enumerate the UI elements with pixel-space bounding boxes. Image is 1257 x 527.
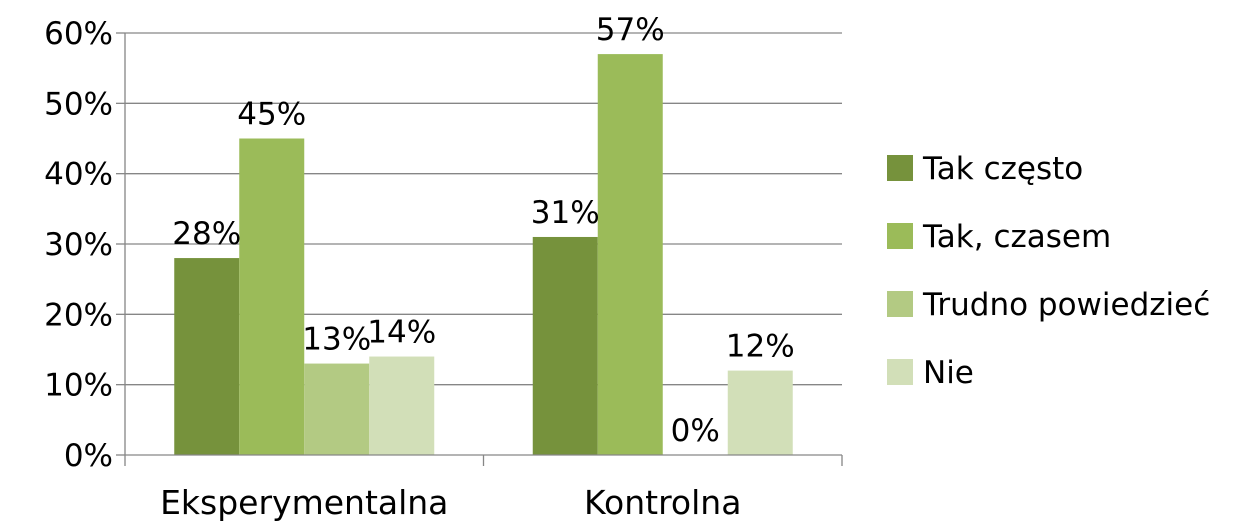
- y-tick-label: 50%: [44, 86, 113, 122]
- axes: 0% 10% 20% 30% 40% 50% 60% Eksperymentalna Kontr…: [44, 16, 843, 522]
- data-label: 57%: [596, 12, 665, 48]
- y-tick-label: 20%: [44, 297, 113, 333]
- legend-swatch: [887, 359, 913, 385]
- bar: [597, 54, 663, 455]
- bar: [532, 236, 598, 455]
- data-label: 14%: [367, 315, 436, 351]
- y-tick-label: 0%: [64, 438, 113, 474]
- x-tick-label: Eksperymentalna: [160, 483, 448, 522]
- bar: [727, 370, 793, 455]
- y-tick-label: 10%: [44, 368, 113, 404]
- data-label: 0%: [671, 413, 720, 449]
- data-label: 31%: [531, 195, 600, 231]
- legend-label: Tak często: [922, 151, 1083, 187]
- legend-swatch: [887, 155, 913, 181]
- bar: [239, 138, 305, 455]
- data-label: 13%: [302, 322, 371, 358]
- y-tick-label: 40%: [44, 157, 113, 193]
- bars: [174, 54, 793, 455]
- y-tick-label: 30%: [44, 227, 113, 263]
- y-tick-label: 60%: [44, 16, 113, 52]
- x-tick-label: Kontrolna: [584, 483, 741, 522]
- legend: Tak często Tak, czasem Trudno powiedzieć Ni…: [887, 151, 1210, 391]
- bar: [174, 258, 240, 455]
- data-label: 45%: [237, 97, 306, 133]
- legend-label: Nie: [923, 355, 974, 391]
- data-labels: 28% 45% 13%14% 31% 57% 0% 12%: [172, 12, 794, 449]
- data-label: 28%: [172, 216, 241, 252]
- legend-swatch: [887, 291, 913, 317]
- data-label: 12%: [726, 329, 795, 365]
- bar: [369, 356, 435, 455]
- bar: [304, 363, 370, 455]
- legend-label: Trudno powiedzieć: [922, 287, 1210, 323]
- legend-label: Tak, czasem: [922, 219, 1111, 255]
- legend-swatch: [887, 223, 913, 249]
